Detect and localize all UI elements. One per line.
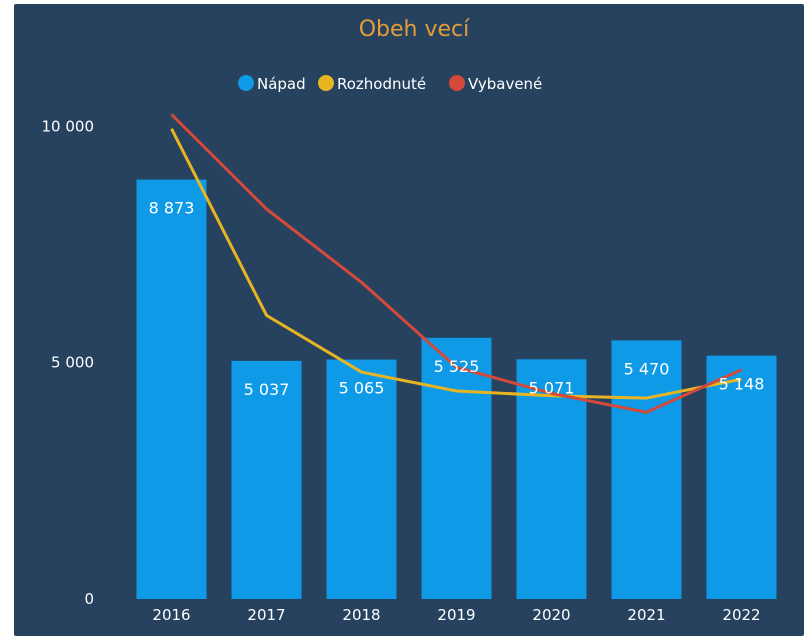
bar [231,360,302,599]
chart-title: Obeh vecí [359,17,470,42]
bar-data-label: 5 525 [434,357,480,376]
legend-marker [318,75,334,91]
bar-data-label: 8 873 [149,199,195,218]
bar-data-label: 5 470 [624,359,670,378]
legend-item[interactable]: Nápad [238,75,306,93]
x-tick-label: 2017 [247,606,285,624]
x-tick-label: 2021 [627,606,665,624]
legend: Nápad Rozhodnuté Vybavené [238,75,542,93]
bar [706,355,777,599]
bar [421,337,492,599]
y-axis: 0 5 000 10 000 [42,117,95,608]
bar [611,340,682,599]
x-tick-label: 2022 [722,606,760,624]
line-series [170,113,743,414]
bar-data-label: 5 037 [244,380,290,399]
legend-label: Vybavené [468,75,542,93]
bar-data-labels: 8 873 5 037 5 065 5 525 5 071 5 470 5 148 [149,199,765,399]
y-tick-label: 10 000 [42,117,95,135]
x-tick-label: 2018 [342,606,380,624]
bar-data-label: 5 065 [339,379,385,398]
x-tick-label: 2019 [437,606,475,624]
chart: Obeh vecí Nápad Rozhodnuté Vybavené 0 5 000… [42,17,777,624]
x-tick-label: 2020 [532,606,570,624]
line-rozhodnuté [170,127,742,400]
bar-data-label: 5 148 [719,375,765,394]
legend-label: Rozhodnuté [337,75,426,93]
legend-label: Nápad [257,75,306,93]
y-tick-label: 5 000 [51,354,94,372]
x-axis: 2016 2017 2018 2019 2020 2021 2022 [152,606,760,624]
legend-marker [238,75,254,91]
legend-item[interactable]: Rozhodnuté [318,75,426,93]
y-tick-label: 0 [84,590,94,608]
bar [136,179,207,600]
legend-marker [449,75,465,91]
x-tick-label: 2016 [152,606,190,624]
bar-series [136,179,777,600]
line-vybavené [170,113,743,414]
chart-frame: Obeh vecí Nápad Rozhodnuté Vybavené 0 5 000… [14,4,804,636]
bar [326,359,397,599]
bar-data-label: 5 071 [529,378,575,397]
legend-item[interactable]: Vybavené [449,75,542,93]
